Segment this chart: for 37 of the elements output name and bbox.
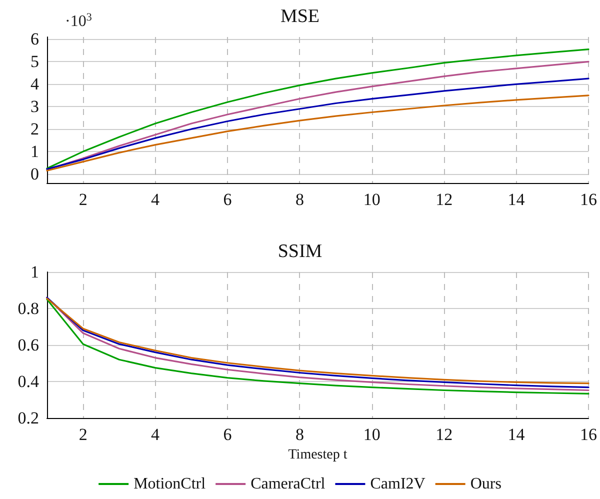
- x-tick-label: 10: [363, 190, 380, 209]
- x-tick-label: 6: [223, 190, 232, 209]
- y-tick-label: 0.2: [18, 408, 39, 428]
- x-tick-label: 4: [151, 190, 160, 209]
- y-tick-label: 0.6: [18, 336, 39, 354]
- x-tick-label: 6: [223, 425, 232, 444]
- line-series: [46, 78, 590, 170]
- x-tick-label: 2: [78, 425, 88, 444]
- y-tick-label: 5: [30, 52, 39, 72]
- x-tick-label: 12: [436, 190, 453, 209]
- chart-title: SSIM: [278, 241, 322, 262]
- y-tick-label: 0.4: [18, 372, 40, 391]
- y-tick-label: 0.8: [18, 299, 39, 318]
- x-tick-label: 14: [508, 190, 526, 209]
- x-tick-label: 16: [580, 190, 597, 209]
- legend-label: CameraCtrl: [250, 476, 326, 492]
- y-tick-label: 2: [30, 120, 39, 139]
- y-tick-label: 1: [30, 262, 39, 282]
- x-tick-label: 16: [580, 425, 597, 444]
- x-tick-label: 4: [151, 425, 160, 444]
- legend-label: Ours: [470, 476, 502, 492]
- y-tick-label: 6: [30, 30, 39, 49]
- y-tick-label: 0: [30, 164, 39, 184]
- y-tick-label: 4: [30, 74, 40, 94]
- y-tick-label: 3: [30, 97, 39, 116]
- chart-title: MSE: [280, 6, 320, 27]
- legend-label: MotionCtrl: [134, 476, 206, 492]
- x-tick-label: 12: [436, 425, 453, 444]
- x-tick-label: 2: [78, 190, 88, 209]
- x-axis-title: Timestep t: [288, 447, 348, 462]
- x-tick-label: 10: [363, 425, 380, 444]
- x-tick-label: 8: [295, 190, 304, 209]
- x-tick-label: 14: [508, 425, 526, 444]
- y-tick-label: 1: [30, 142, 39, 162]
- line-series: [46, 94, 590, 172]
- x-tick-label: 8: [295, 425, 304, 444]
- legend-label: CamI2V: [370, 476, 426, 492]
